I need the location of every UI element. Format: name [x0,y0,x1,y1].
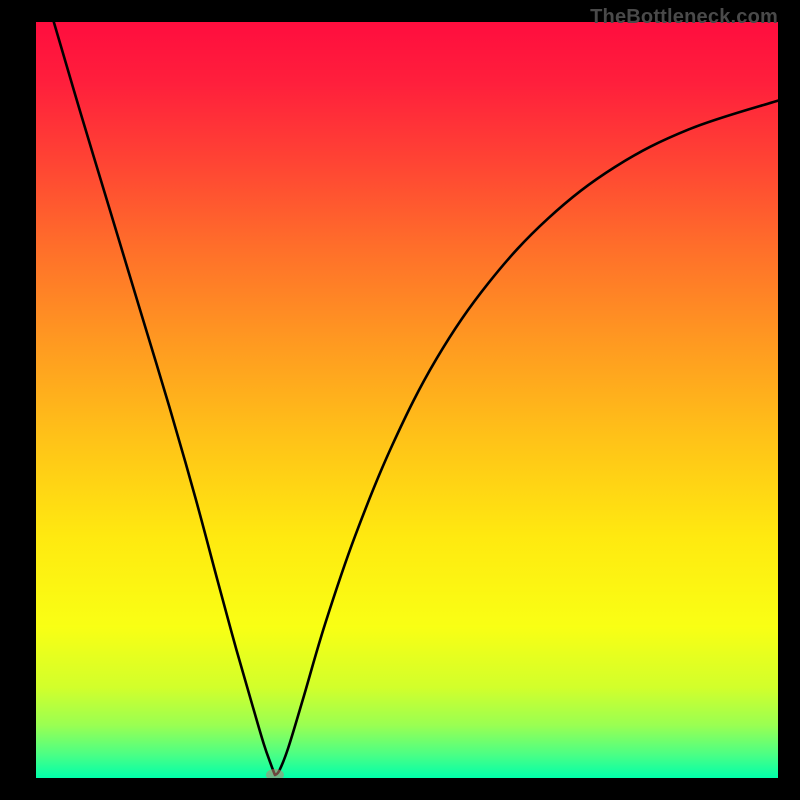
bottleneck-curve [36,22,778,778]
curve-path [54,22,778,775]
attribution-text: TheBottleneck.com [590,6,778,29]
chart-frame: TheBottleneck.com [0,0,800,800]
minimum-marker [266,769,284,778]
plot-area [36,22,778,778]
